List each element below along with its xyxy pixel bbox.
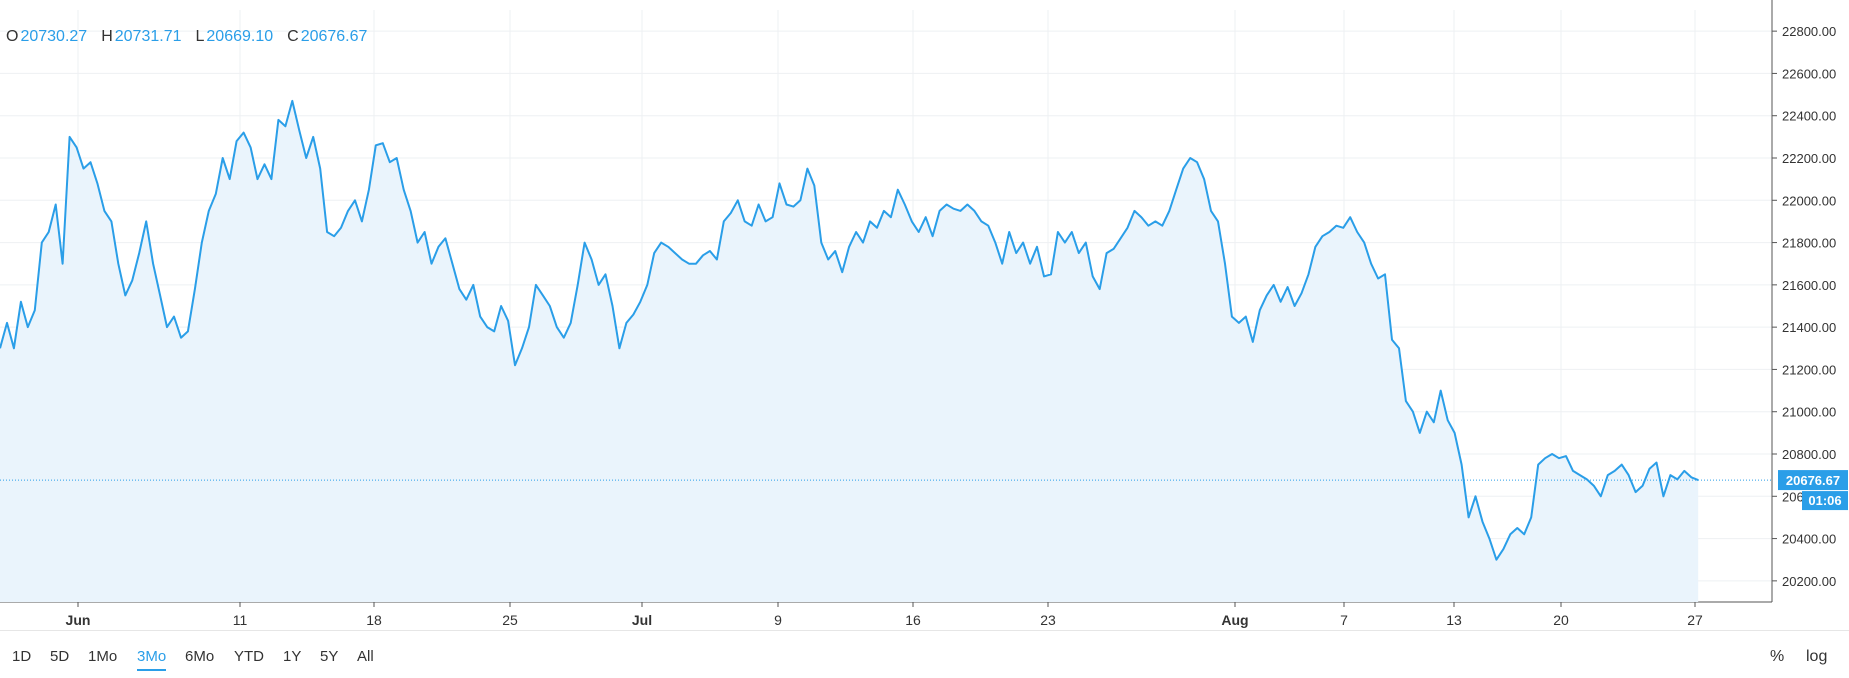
countdown-badge: 01:06 xyxy=(1808,493,1841,508)
y-tick-label: 20800.00 xyxy=(1782,447,1836,462)
series-area xyxy=(0,100,1699,603)
x-tick-label: 7 xyxy=(1340,612,1348,628)
x-tick-label: Aug xyxy=(1221,612,1248,628)
range-3mo-button[interactable]: 3Mo xyxy=(137,648,167,671)
y-tick-label: 21800.00 xyxy=(1782,236,1836,251)
close-readout: C 20676.67 xyxy=(287,28,368,45)
last-price-badge-bg xyxy=(1778,470,1848,491)
ohlc-legend: O 20730.27 H 20731.71 L 20669.10 C 20676.67 xyxy=(6,28,367,46)
x-tick-label: 23 xyxy=(1040,612,1056,628)
range-1mo-button[interactable]: 1Mo xyxy=(88,648,118,665)
x-tick-label: 16 xyxy=(905,612,921,628)
range-ytd-button[interactable]: YTD xyxy=(234,648,264,665)
range-1d-button[interactable]: 1D xyxy=(12,648,32,665)
high-readout: H 20731.71 xyxy=(101,28,182,45)
y-tick-label: 22400.00 xyxy=(1782,109,1836,124)
y-tick-label: 22800.00 xyxy=(1782,24,1836,39)
y-tick-label: 20400.00 xyxy=(1782,532,1836,547)
range-all-button[interactable]: All xyxy=(357,648,374,665)
range-toolbar: 1D 5D 1Mo 3Mo 6Mo YTD 1Y 5Y All % log xyxy=(0,630,1849,678)
y-tick-label: 22600.00 xyxy=(1782,66,1836,81)
countdown-badge-bg xyxy=(1802,491,1848,511)
open-readout: O 20730.27 xyxy=(6,28,88,45)
y-tick-label: 21000.00 xyxy=(1782,405,1836,420)
range-5d-button[interactable]: 5D xyxy=(50,648,70,665)
x-tick-label: 27 xyxy=(1687,612,1703,628)
x-tick-label: 13 xyxy=(1446,612,1462,628)
x-tick-label: Jul xyxy=(632,612,652,628)
x-tick-label: Jun xyxy=(66,612,91,628)
x-tick-label: 18 xyxy=(366,612,382,628)
log-scale-toggle[interactable]: log xyxy=(1806,648,1828,665)
x-tick-label: 25 xyxy=(502,612,518,628)
series-line xyxy=(0,99,1699,561)
y-tick-label: 22200.00 xyxy=(1782,151,1836,166)
y-tick-label: 21400.00 xyxy=(1782,320,1836,335)
range-6mo-button[interactable]: 6Mo xyxy=(185,648,215,665)
last-price-badge: 20676.67 xyxy=(1786,473,1840,488)
low-readout: L 20669.10 xyxy=(195,28,274,45)
range-5y-button[interactable]: 5Y xyxy=(320,648,339,665)
price-chart[interactable]: 20200.0020400.0020600.0020800.0021000.00… xyxy=(0,0,1849,630)
x-tick-label: 20 xyxy=(1553,612,1569,628)
percent-scale-toggle[interactable]: % xyxy=(1770,648,1785,665)
x-tick-label: 11 xyxy=(233,612,248,628)
y-tick-label: 22000.00 xyxy=(1782,193,1836,208)
x-tick-label: 9 xyxy=(774,612,782,628)
chart-canvas[interactable]: 20200.0020400.0020600.0020800.0021000.00… xyxy=(0,0,1849,630)
y-tick-label: 20200.00 xyxy=(1782,574,1836,589)
range-1y-button[interactable]: 1Y xyxy=(283,648,302,665)
y-tick-label: 21600.00 xyxy=(1782,278,1836,293)
y-tick-label: 21200.00 xyxy=(1782,362,1836,377)
